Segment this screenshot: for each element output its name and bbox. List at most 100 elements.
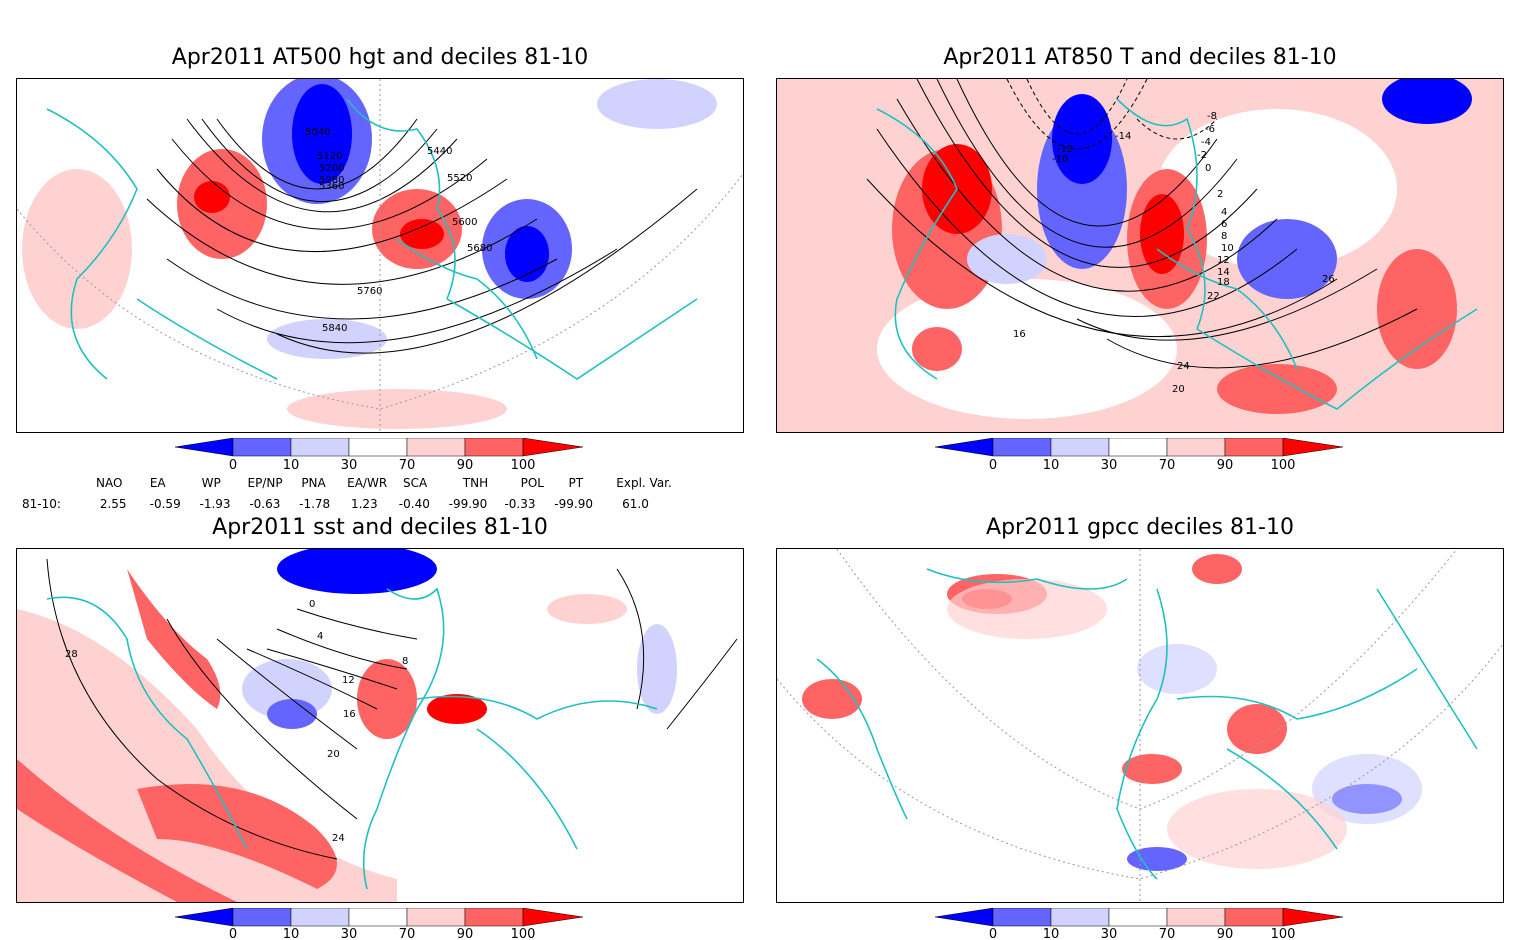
contour-label: 16 bbox=[1013, 329, 1026, 340]
index-value: -0.33 bbox=[504, 497, 536, 511]
contour-label: 18 bbox=[1217, 277, 1230, 288]
index-value: 2.55 bbox=[99, 497, 127, 511]
index-header-cell: PNA bbox=[301, 476, 326, 490]
anomaly-lightblue-e bbox=[637, 624, 677, 714]
anomaly-white-2 bbox=[1157, 109, 1397, 269]
index-header-cell: EA bbox=[149, 476, 166, 490]
anomaly-blue-core bbox=[292, 84, 352, 184]
colorbar-tick: 0 bbox=[989, 927, 997, 940]
panel-title-br: Apr2011 gpcc deciles 81-10 bbox=[986, 515, 1294, 540]
contour-label: 5680 bbox=[467, 243, 492, 254]
map-panel-gpcc bbox=[776, 548, 1504, 903]
anomaly-blue-n bbox=[277, 549, 437, 594]
contour-label: 5360 bbox=[319, 181, 344, 192]
anomaly-blue-east-core bbox=[505, 226, 549, 282]
panel-title-tl: Apr2011 AT500 hgt and deciles 81-10 bbox=[171, 45, 589, 70]
contour-label: 16 bbox=[343, 709, 356, 720]
index-header-cell: Expl. Var. bbox=[616, 476, 672, 490]
colorbar-tick: 100 bbox=[1271, 458, 1296, 472]
colorbar-tick: 0 bbox=[229, 458, 237, 472]
colorbar-tick: 30 bbox=[1101, 458, 1118, 472]
contour-label: 22 bbox=[1207, 291, 1220, 302]
contour-label: 12 bbox=[342, 675, 355, 686]
index-row: 81-10: 2.55 -0.59 -1.93 -0.63 -1.78 1.23… bbox=[22, 497, 662, 511]
index-value: -1.93 bbox=[199, 497, 231, 511]
index-value: -99.90 bbox=[554, 497, 593, 511]
panel-title-bl: Apr2011 sst and deciles 81-10 bbox=[212, 515, 548, 540]
anomaly-blue-core bbox=[1052, 94, 1112, 184]
anomaly-red-c bbox=[1122, 754, 1182, 784]
colorbar-tick: 90 bbox=[1217, 458, 1234, 472]
contour-label: -12 bbox=[1057, 144, 1073, 155]
anomaly-lightblue-c bbox=[1137, 644, 1217, 694]
contour-label: 20 bbox=[327, 749, 340, 760]
contour-label: 0 bbox=[1205, 163, 1211, 174]
index-value: 61.0 bbox=[622, 497, 649, 511]
colorbar-tick: 70 bbox=[399, 927, 416, 940]
map-panel-hgt500: 5040 5120 5200 5280 5360 5440 5520 5600 … bbox=[16, 78, 744, 433]
contour-label: 6 bbox=[1221, 219, 1227, 230]
colorbar-tick: 100 bbox=[511, 458, 536, 472]
index-value: -1.78 bbox=[299, 497, 331, 511]
index-value: 1.23 bbox=[350, 497, 378, 511]
anomaly-red-europe-core bbox=[1140, 194, 1184, 274]
contour-label: 4 bbox=[1221, 207, 1227, 218]
colorbar-top-left: 0 10 30 70 90 100 bbox=[175, 438, 584, 472]
index-header-cell: PT bbox=[568, 476, 584, 490]
colorbar-tick: 10 bbox=[1043, 927, 1060, 940]
anomaly-red-e bbox=[1227, 704, 1287, 754]
index-header-cell: POL bbox=[520, 476, 544, 490]
contour-label: -6 bbox=[1205, 124, 1215, 135]
contour-label: -14 bbox=[1115, 131, 1131, 142]
anomaly-red-sw bbox=[1217, 364, 1337, 414]
anomaly-red bbox=[357, 659, 417, 739]
anomaly-pink bbox=[22, 169, 132, 329]
anomaly-red-west bbox=[912, 327, 962, 371]
contour-label: 5520 bbox=[447, 173, 472, 184]
colorbar-tick: 70 bbox=[399, 458, 416, 472]
contour-label: 4 bbox=[317, 631, 323, 642]
anomaly-blue-ne bbox=[1382, 79, 1472, 124]
colorbar-tick: 100 bbox=[1271, 927, 1296, 940]
contour-label: 5600 bbox=[452, 217, 477, 228]
anomaly-red-med bbox=[427, 694, 487, 724]
anomaly-red-europe-core bbox=[400, 219, 444, 249]
contour-label: 14 bbox=[1217, 267, 1230, 278]
anomaly-blue-s bbox=[1127, 847, 1187, 871]
colorbar-tick: 30 bbox=[341, 927, 358, 940]
anomaly-pink-n bbox=[947, 579, 1107, 639]
panel-title-tr: Apr2011 AT850 T and deciles 81-10 bbox=[943, 45, 1337, 70]
contour-label: 28 bbox=[65, 649, 78, 660]
contour-label: 2 bbox=[1217, 189, 1223, 200]
contour-label: 0 bbox=[309, 599, 315, 610]
colorbar-tick: 10 bbox=[1043, 458, 1060, 472]
index-value: -0.63 bbox=[249, 497, 281, 511]
colorbar-top-right: 0 10 30 70 90 100 bbox=[935, 438, 1344, 472]
contour-label: -8 bbox=[1207, 111, 1217, 122]
anomaly-pink-2 bbox=[287, 389, 507, 429]
anomaly-lightblue-2 bbox=[597, 79, 717, 129]
colorbar-tick: 0 bbox=[989, 458, 997, 472]
colorbar-tick: 70 bbox=[1159, 927, 1176, 940]
contour-label: 20 bbox=[1172, 384, 1185, 395]
contour-label: 8 bbox=[1221, 231, 1227, 242]
anomaly-lightblue bbox=[967, 234, 1047, 284]
contour-label: 5040 bbox=[305, 127, 330, 138]
contour-label: 5280 bbox=[319, 175, 344, 186]
contour-label: 5120 bbox=[317, 151, 342, 162]
contour-label: -2 bbox=[1197, 150, 1207, 161]
contour-label: 5760 bbox=[357, 286, 382, 297]
index-value: -0.59 bbox=[149, 497, 181, 511]
colorbar-tick: 10 bbox=[283, 458, 300, 472]
index-header: NAO EA WP EP/NP PNA EA/WR SCA TNH POL PT… bbox=[96, 476, 686, 490]
colorbar-tick: 90 bbox=[457, 458, 474, 472]
map-panel-t850: -14 -12 -10 -8 -6 -4 -2 0 2 4 6 8 10 12 … bbox=[776, 78, 1504, 433]
contour-label: 8 bbox=[402, 656, 408, 667]
anomaly-pink-ne bbox=[547, 594, 627, 624]
index-header-cell: SCA bbox=[402, 476, 428, 490]
anomaly-red-ne bbox=[1192, 554, 1242, 584]
anomaly-red-core bbox=[194, 181, 230, 213]
contour-label: 26 bbox=[1322, 274, 1335, 285]
colorbar-tick: 100 bbox=[511, 927, 536, 940]
contour-label: 5840 bbox=[322, 323, 347, 334]
